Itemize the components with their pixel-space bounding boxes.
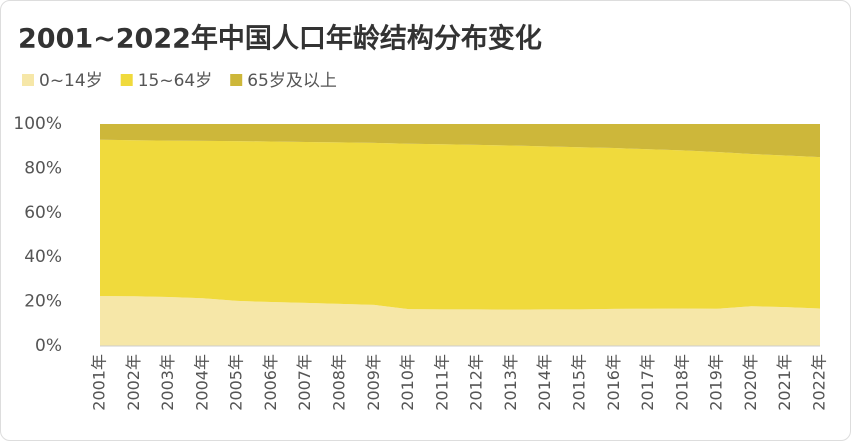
x-tick-label: 2013年 xyxy=(501,354,520,411)
x-tick-label: 2002年 xyxy=(124,354,143,411)
x-tick-label: 2011年 xyxy=(432,354,451,411)
x-tick-label: 2010年 xyxy=(398,354,417,411)
x-tick-label: 2004年 xyxy=(192,354,211,411)
legend-label: 65岁及以上 xyxy=(247,71,337,91)
x-tick-label: 2016年 xyxy=(604,354,623,411)
y-tick-label: 40% xyxy=(24,247,62,267)
legend-label: 0~14岁 xyxy=(39,71,103,91)
x-tick-label: 2018年 xyxy=(672,354,691,411)
x-tick-label: 2021年 xyxy=(775,354,794,411)
legend-swatch xyxy=(22,74,34,86)
x-tick-label: 2017年 xyxy=(638,354,657,411)
x-tick-label: 2019年 xyxy=(707,354,726,411)
area xyxy=(100,124,820,158)
y-tick-label: 20% xyxy=(24,292,62,312)
x-tick-label: 2008年 xyxy=(330,354,349,411)
chart-title: 2001~2022年中国人口年龄结构分布变化 xyxy=(18,23,542,55)
x-tick-label: 2005年 xyxy=(227,354,246,411)
x-tick-label: 2001年 xyxy=(90,354,109,411)
y-tick-label: 80% xyxy=(24,158,62,178)
legend-swatch xyxy=(230,74,243,86)
x-tick-label: 2015年 xyxy=(570,354,589,411)
x-tick-label: 2020年 xyxy=(741,354,760,411)
area xyxy=(100,296,820,346)
x-tick-label: 2012年 xyxy=(467,354,486,411)
x-tick-label: 2009年 xyxy=(364,354,383,411)
x-tick-label: 2007年 xyxy=(295,354,314,411)
x-tick-label: 2006年 xyxy=(261,354,280,411)
legend-label: 15~64岁 xyxy=(138,71,213,91)
area xyxy=(100,139,820,310)
y-tick-label: 60% xyxy=(24,203,62,223)
y-tick-label: 0% xyxy=(35,336,62,356)
x-tick-label: 2014年 xyxy=(535,354,554,411)
x-tick-label: 2003年 xyxy=(158,354,177,411)
y-tick-label: 100% xyxy=(13,114,62,134)
legend-swatch xyxy=(120,74,133,86)
x-tick-label: 2022年 xyxy=(810,354,829,411)
